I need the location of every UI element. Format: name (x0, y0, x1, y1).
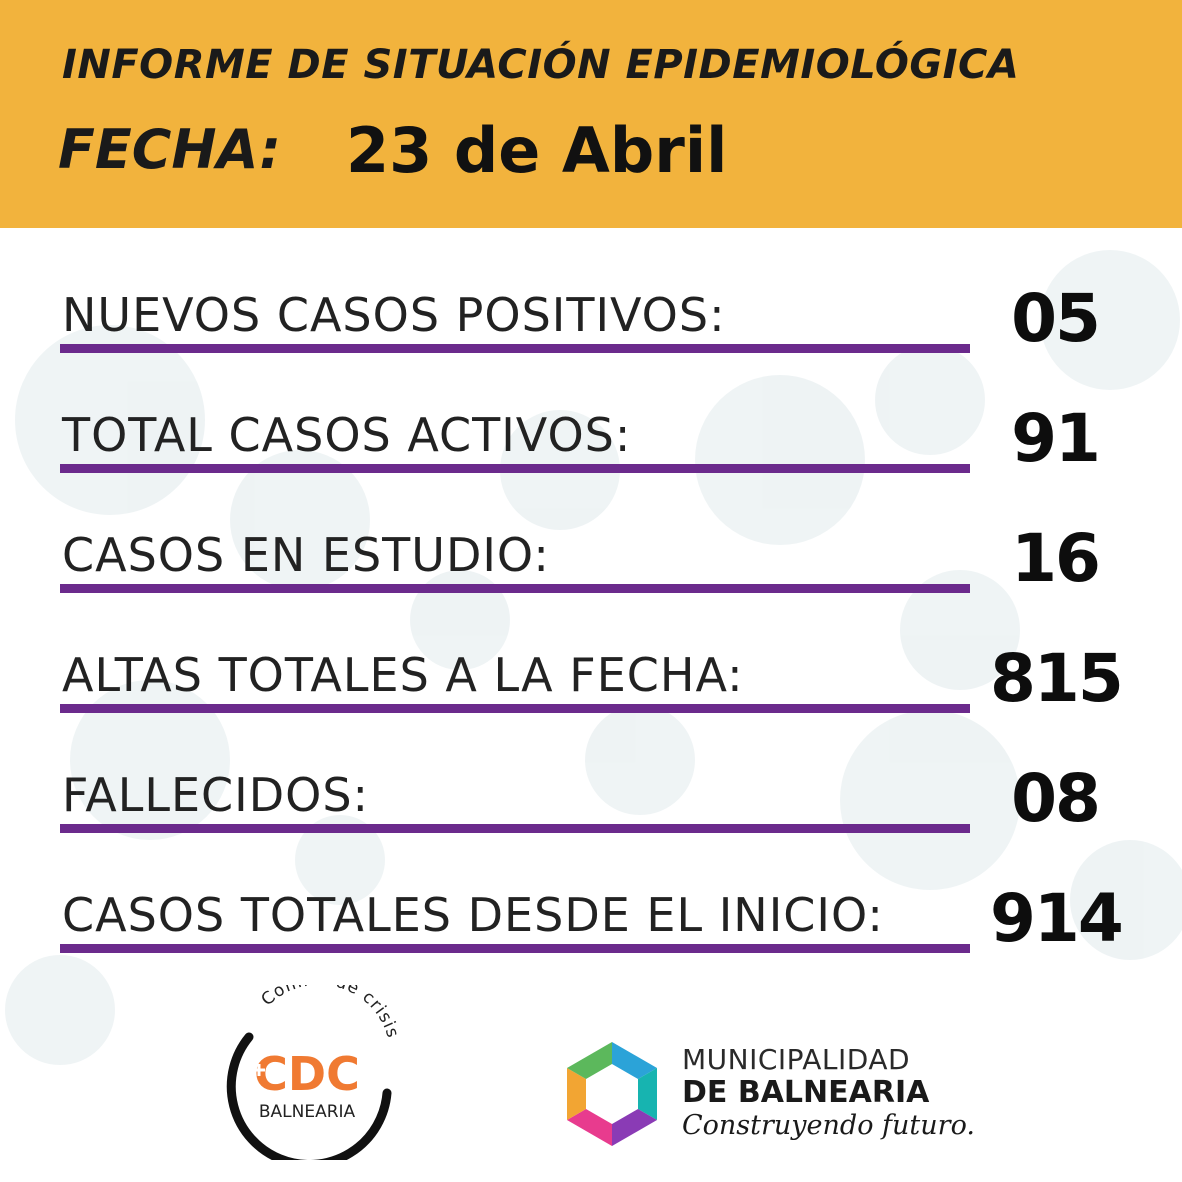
municipality-tagline: Construyendo futuro. (682, 1110, 975, 1141)
cdc-arc-text: Comité de crisis (257, 985, 401, 1041)
stat-total-cases-since-start: CASOS TOTALES DESDE EL INICIO: 914 (0, 880, 1182, 978)
stat-underline (60, 464, 970, 473)
stat-total-recoveries: ALTAS TOTALES A LA FECHA: 815 (0, 640, 1182, 738)
stat-underline (60, 824, 970, 833)
cross-icon (253, 1064, 358, 1076)
stat-total-active-cases: TOTAL CASOS ACTIVOS: 91 (0, 400, 1182, 498)
stat-label: NUEVOS CASOS POSITIVOS: (62, 288, 726, 342)
stat-value: 05 (1011, 280, 1101, 357)
header-banner: INFORME DE SITUACIÓN EPIDEMIOLÓGICA FECH… (0, 0, 1182, 228)
report-title: INFORME DE SITUACIÓN EPIDEMIOLÓGICA (62, 42, 1020, 88)
stat-underline (60, 584, 970, 593)
stat-value: 815 (990, 640, 1124, 717)
cdc-acronym: CDC (254, 1047, 360, 1101)
stat-label: CASOS EN ESTUDIO: (62, 528, 550, 582)
municipality-name-line1: MUNICIPALIDAD (682, 1043, 911, 1076)
date-value: 23 de Abril (346, 114, 728, 187)
stat-label: CASOS TOTALES DESDE EL INICIO: (62, 888, 884, 942)
cdc-logo: Comité de crisis CDC BALNEARIA (226, 985, 402, 1160)
hexagon-logo-icon (567, 1042, 657, 1146)
stat-label: ALTAS TOTALES A LA FECHA: (62, 648, 744, 702)
cdc-name: BALNEARIA (259, 1102, 356, 1122)
stat-value: 08 (1011, 760, 1101, 837)
stat-label: TOTAL CASOS ACTIVOS: (62, 408, 632, 462)
svg-text:Comité de crisis: Comité de crisis (257, 985, 402, 1041)
stat-underline (60, 944, 970, 953)
stat-underline (60, 704, 970, 713)
municipality-name-line2: DE BALNEARIA (682, 1075, 930, 1110)
stat-value: 91 (1011, 400, 1101, 477)
stat-underline (60, 344, 970, 353)
stat-value: 16 (1011, 520, 1101, 597)
stat-label: FALLECIDOS: (62, 768, 370, 822)
date-label: FECHA: (58, 118, 281, 181)
stat-value: 914 (990, 880, 1124, 957)
stat-new-positive-cases: NUEVOS CASOS POSITIVOS: 05 (0, 280, 1182, 378)
stat-cases-under-study: CASOS EN ESTUDIO: 16 (0, 520, 1182, 618)
stat-deaths: FALLECIDOS: 08 (0, 760, 1182, 858)
